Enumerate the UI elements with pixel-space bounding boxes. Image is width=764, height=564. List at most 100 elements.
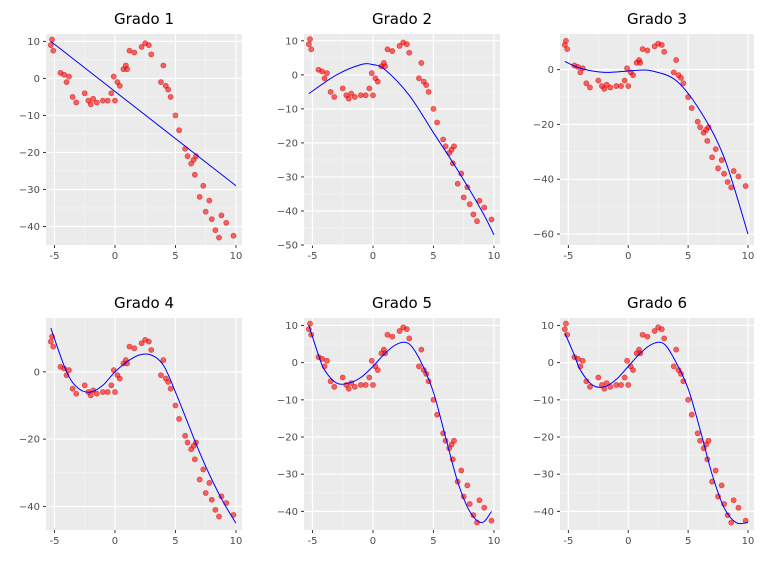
data-point xyxy=(644,47,651,54)
data-point xyxy=(470,211,477,218)
data-point xyxy=(563,320,569,327)
facet-2: Grado 2 -5 0 5 10 −50 −40 −30 −20 −10 0 10 xyxy=(277,10,500,262)
data-point xyxy=(145,338,152,345)
data-point xyxy=(476,197,483,204)
data-point xyxy=(718,482,725,489)
data-point xyxy=(108,382,115,389)
facet-title: Grado 3 xyxy=(627,10,687,28)
panel-background xyxy=(46,34,242,245)
y-tick-label: −40 xyxy=(19,222,40,233)
data-point xyxy=(212,227,219,234)
data-point xyxy=(618,382,624,388)
data-point xyxy=(167,94,174,100)
data-point xyxy=(200,182,207,189)
data-point xyxy=(116,82,123,89)
data-point xyxy=(73,99,80,106)
data-point xyxy=(160,62,167,69)
data-point xyxy=(434,119,440,126)
data-point xyxy=(451,143,457,150)
data-point xyxy=(474,218,480,225)
panel-background xyxy=(560,318,754,530)
x-tick-label: 0 xyxy=(625,251,631,262)
data-point xyxy=(563,37,569,44)
facet-5: Grado 5 -5 0 5 10 −40 −30 −20 −10 0 10 xyxy=(277,294,500,547)
x-tick-label: -5 xyxy=(49,536,59,547)
x-tick-label: 10 xyxy=(742,251,755,262)
facet-title: Grado 6 xyxy=(627,294,687,312)
data-point xyxy=(223,219,230,226)
data-point xyxy=(165,86,172,93)
data-point xyxy=(384,46,391,53)
data-point xyxy=(466,201,473,208)
data-point xyxy=(305,41,312,48)
panel-background xyxy=(560,34,754,245)
data-point xyxy=(423,82,430,88)
x-tick-label: 5 xyxy=(430,251,436,262)
data-point xyxy=(202,208,209,215)
y-tick-label: −30 xyxy=(277,172,298,183)
data-point xyxy=(148,51,155,58)
fit-curve xyxy=(564,60,749,235)
data-point xyxy=(389,333,396,340)
data-point xyxy=(206,197,213,204)
data-point xyxy=(418,60,425,66)
data-point xyxy=(324,70,330,77)
data-point xyxy=(728,519,735,526)
y-tick-label: −10 xyxy=(19,111,40,122)
data-point xyxy=(442,143,449,150)
y-tick-label: −20 xyxy=(277,433,298,444)
y-tick-label: −30 xyxy=(19,185,40,196)
x-tick-label: 0 xyxy=(112,251,118,262)
data-point xyxy=(110,367,117,374)
data-point xyxy=(704,137,711,144)
data-point xyxy=(595,77,602,84)
x-tick-label: 5 xyxy=(685,251,691,262)
data-point xyxy=(658,326,665,333)
data-point xyxy=(430,105,437,112)
data-point xyxy=(218,212,225,219)
data-point xyxy=(718,157,725,163)
data-point xyxy=(466,501,473,507)
data-point xyxy=(418,346,425,353)
data-point xyxy=(621,374,628,381)
data-point xyxy=(678,74,684,81)
y-tick-label: −20 xyxy=(533,120,554,131)
data-point xyxy=(158,372,164,379)
y-tick-label: −40 xyxy=(533,507,554,518)
data-point xyxy=(621,77,628,84)
y-tick-label: −10 xyxy=(533,395,554,406)
fit-curve xyxy=(308,325,492,524)
data-point xyxy=(451,437,457,444)
data-point xyxy=(90,95,97,102)
x-tick-label: 0 xyxy=(112,536,118,547)
data-point xyxy=(196,476,203,483)
data-point xyxy=(124,66,130,73)
data-point xyxy=(705,437,712,444)
data-point xyxy=(324,357,330,364)
data-point xyxy=(196,193,203,200)
data-point xyxy=(331,94,338,100)
panel-background xyxy=(304,318,500,530)
data-point xyxy=(172,112,179,119)
facet-title: Grado 2 xyxy=(372,10,432,28)
data-point xyxy=(50,343,57,350)
x-tick-label: -5 xyxy=(49,251,59,262)
facet-title: Grado 4 xyxy=(114,294,174,312)
data-point xyxy=(93,390,100,397)
data-point xyxy=(126,343,133,350)
panel-background xyxy=(46,318,242,530)
data-point xyxy=(104,97,111,104)
data-point xyxy=(370,382,376,388)
x-tick-label: -5 xyxy=(307,251,317,262)
data-point xyxy=(148,347,155,353)
data-point xyxy=(670,69,677,76)
data-point xyxy=(99,389,106,395)
facet-title: Grado 1 xyxy=(114,10,174,28)
data-point xyxy=(382,63,388,70)
x-tick-label: 5 xyxy=(685,536,691,547)
x-tick-label: 10 xyxy=(488,251,501,262)
data-point xyxy=(145,42,152,49)
data-point xyxy=(661,335,668,342)
data-point xyxy=(688,105,695,111)
data-point xyxy=(87,392,94,399)
